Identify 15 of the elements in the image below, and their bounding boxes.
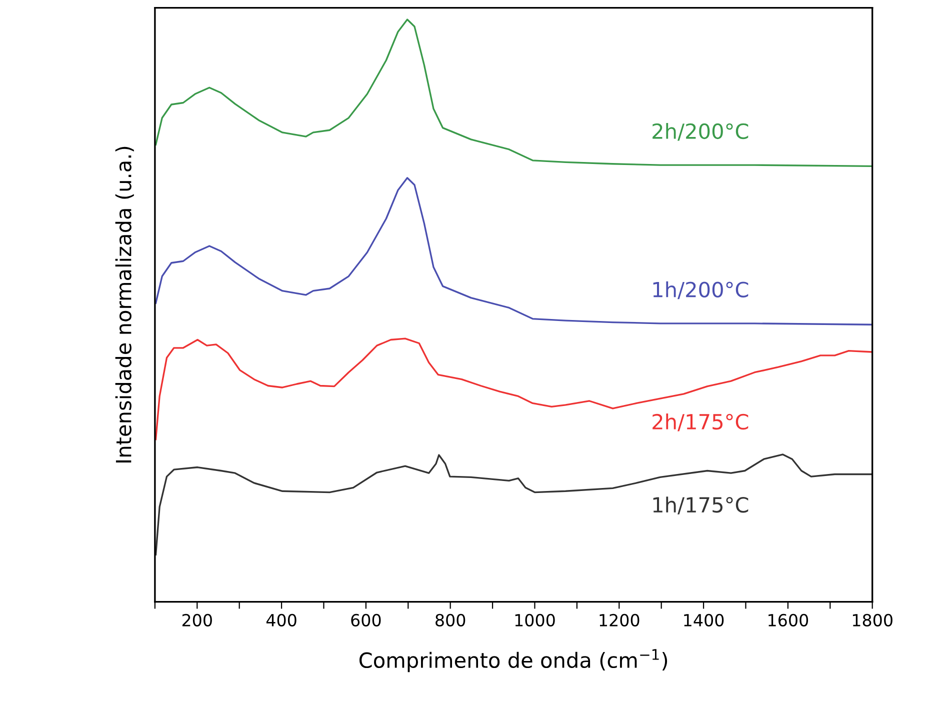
x-tick-label: 800 — [436, 614, 466, 626]
series-label: 2h/175°C — [652, 413, 748, 432]
x-tick-label: 200 — [182, 614, 212, 626]
x-tick-label: 1800 — [852, 614, 892, 626]
x-tick-label: 1000 — [515, 614, 555, 626]
series-label: 1h/175°C — [653, 496, 748, 514]
series-label: 2h/200°C — [652, 122, 748, 141]
x-tick-label: 600 — [351, 614, 381, 626]
y-axis-title: Intensidade normalizada (u.a.) — [115, 146, 134, 462]
x-tick-label: 400 — [266, 614, 296, 626]
x-tick-label: 1200 — [600, 614, 640, 626]
x-tick-label: 1400 — [684, 614, 724, 626]
series-label: 1h/200°C — [653, 281, 748, 300]
x-axis-title: Comprimento de onda (cm$^{−1}$) — [359, 649, 668, 672]
x-tick-label: 1600 — [768, 614, 808, 626]
